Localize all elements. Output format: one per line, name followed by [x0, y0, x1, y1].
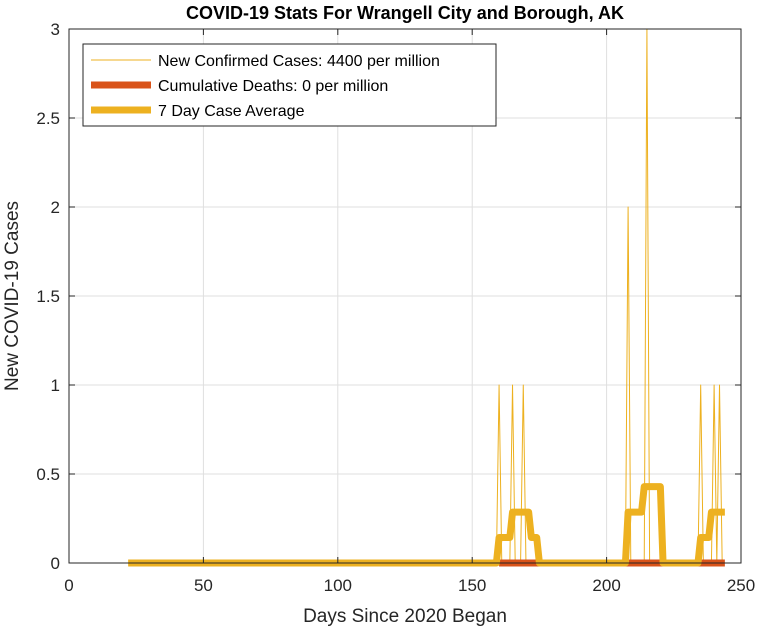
x-axis-label: Days Since 2020 Began	[303, 606, 507, 627]
y-tick-label: 3	[51, 20, 60, 39]
legend-item-cumulative-deaths-label: Cumulative Deaths: 0 per million	[158, 78, 388, 95]
x-tick-label: 150	[458, 576, 486, 595]
y-tick-label: 0	[51, 554, 60, 573]
tick-labels: 0 50 100 150 200 250 0 0.5 1 1.5 2 2.5 3	[36, 20, 755, 595]
y-tick-label: 1	[51, 376, 60, 395]
x-tick-label: 250	[727, 576, 755, 595]
y-tick-label: 0.5	[36, 465, 60, 484]
legend-item-new-cases-label: New Confirmed Cases: 4400 per million	[158, 53, 440, 70]
legend-item-seven-day-average-label: 7 Day Case Average	[158, 103, 305, 120]
chart-title: COVID-19 Stats For Wrangell City and Bor…	[186, 3, 624, 23]
legend: New Confirmed Cases: 4400 per million Cum…	[82, 43, 497, 127]
y-tick-label: 2	[51, 198, 60, 217]
y-tick-label: 2.5	[36, 109, 60, 128]
x-tick-label: 50	[194, 576, 213, 595]
y-tick-label: 1.5	[36, 287, 60, 306]
x-tick-label: 100	[324, 576, 352, 595]
y-axis-label: New COVID-19 Cases	[2, 201, 23, 391]
legend-box	[82, 43, 497, 127]
x-tick-label: 0	[64, 576, 73, 595]
x-tick-label: 200	[592, 576, 620, 595]
